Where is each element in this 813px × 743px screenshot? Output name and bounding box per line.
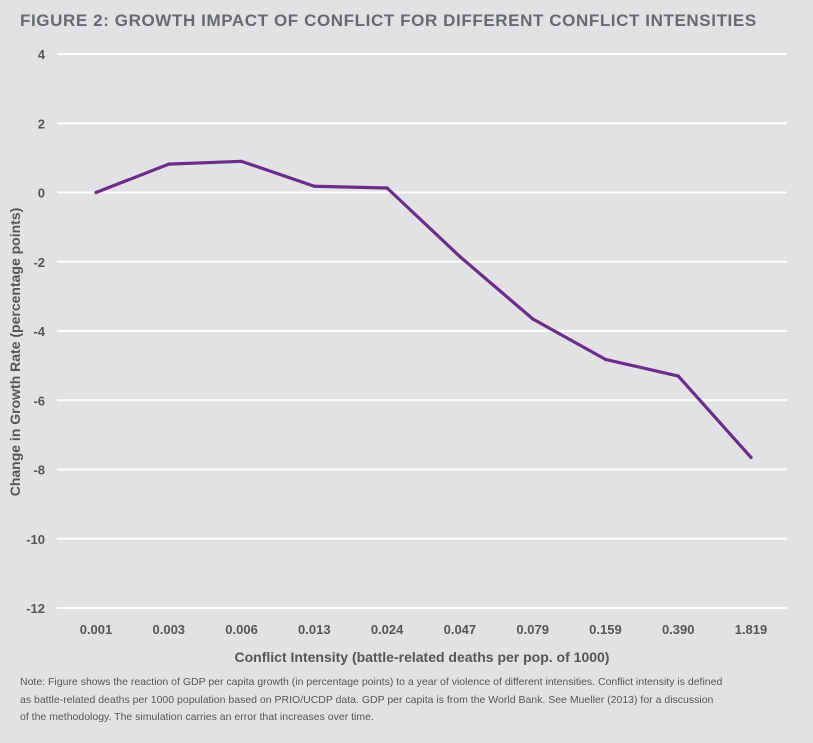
line-chart: 420-2-4-6-8-10-12 0.001 0.003 0.006 0.013 0.… xyxy=(7,47,787,665)
note-line: as battle-related deaths per 1000 popula… xyxy=(20,693,714,706)
x-tick-label: 0.013 xyxy=(298,622,331,637)
y-tick-label: 4 xyxy=(38,47,46,62)
y-tick-label: -2 xyxy=(33,255,45,270)
x-tick-label: 0.006 xyxy=(225,622,258,637)
x-tick-label: 0.024 xyxy=(371,622,404,637)
data-point xyxy=(312,184,316,188)
x-tick-label: 0.159 xyxy=(589,622,622,637)
y-tick-label: -6 xyxy=(33,393,45,408)
y-tick-labels: 4 2 0 -2 -4 -6 -8 -10 -12 xyxy=(26,47,46,616)
gridlines xyxy=(57,53,787,609)
x-tick-label: 0.003 xyxy=(153,622,186,637)
series-line xyxy=(94,159,753,459)
x-tick-label: 0.079 xyxy=(516,622,549,637)
x-tick-labels: 0.001 0.003 0.006 0.013 0.024 0.047 0.079 0.159… xyxy=(80,622,768,637)
x-tick-label: 0.047 xyxy=(444,622,477,637)
data-point xyxy=(458,254,462,259)
x-tick-label: 0.001 xyxy=(80,622,113,637)
y-tick-label: -8 xyxy=(33,463,45,478)
x-tick-label: 1.819 xyxy=(735,622,768,637)
x-tick-label: 0.390 xyxy=(662,622,695,637)
note-line: Note: Figure shows the reaction of GDP p… xyxy=(20,676,723,688)
data-point xyxy=(676,374,680,378)
y-tick-label: -12 xyxy=(26,601,45,616)
y-tick-label: 2 xyxy=(38,116,45,131)
data-point xyxy=(385,186,389,190)
y-tick-label: 0 xyxy=(38,186,45,201)
data-point xyxy=(94,190,98,195)
y-tick-label: -10 xyxy=(26,532,45,547)
y-tick-label: -4 xyxy=(33,324,45,339)
data-point xyxy=(749,455,753,459)
note-line: of the methodology. The simulation carri… xyxy=(20,711,374,723)
figure-title: FIGURE 2: GROWTH IMPACT OF CONFLICT FOR … xyxy=(20,11,757,30)
data-point xyxy=(167,162,171,166)
y-axis-label: Change in Growth Rate (percentage points… xyxy=(7,208,23,497)
figure-note: Note: Figure shows the reaction of GDP p… xyxy=(20,674,780,727)
data-point xyxy=(603,357,608,361)
data-point xyxy=(239,159,244,163)
data-series xyxy=(94,159,753,459)
data-point xyxy=(531,317,535,321)
x-axis-label: Conflict Intensity (battle-related death… xyxy=(235,649,610,665)
